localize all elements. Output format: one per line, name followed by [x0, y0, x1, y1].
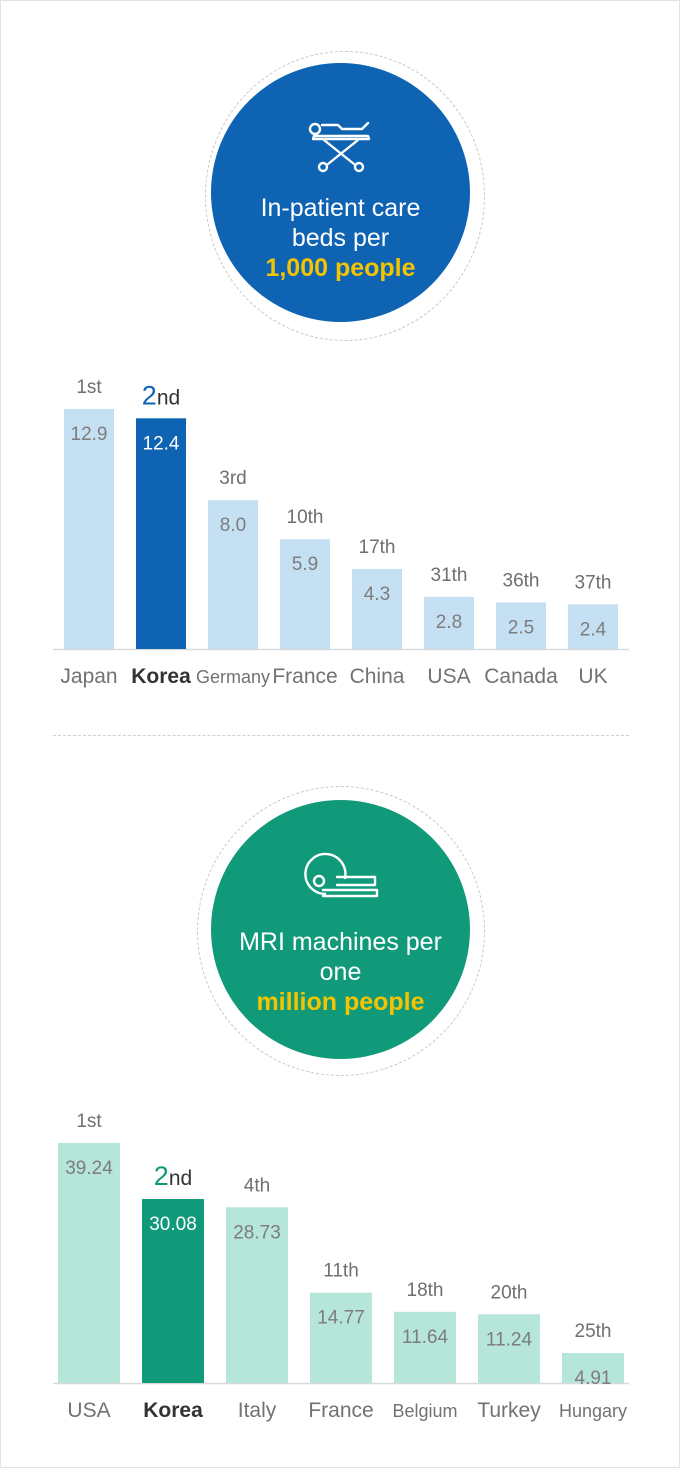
- beds-category-label: USA: [427, 665, 470, 688]
- mri-value-label: 28.73: [233, 1222, 281, 1243]
- mri-value-label: 11.64: [402, 1327, 449, 1348]
- mri-rank-label: 1st: [76, 1111, 102, 1132]
- beds-rank-label: 3rd: [219, 468, 246, 489]
- beds-bar-chart: 12.9 1st Japan 12.4 2nd Korea 8.0 3rd Germany 5.9…: [53, 377, 629, 688]
- hospital-bed-icon: [211, 115, 470, 180]
- beds-bar-france: [280, 539, 330, 649]
- beds-value-label: 2.8: [436, 612, 462, 633]
- mri-title-line1: MRI machines per: [239, 928, 442, 956]
- beds-category-label: Japan: [60, 665, 117, 688]
- beds-bar-uk: [568, 604, 618, 649]
- mri-category-label: France: [308, 1399, 373, 1422]
- beds-rank-label: 31th: [431, 565, 468, 586]
- beds-title-circle: In-patient care beds per 1,000 people: [211, 63, 470, 322]
- mri-title-circle: MRI machines per one million people: [211, 800, 470, 1059]
- mri-category-label: Hungary: [559, 1401, 627, 1421]
- beds-bar-korea: [136, 418, 186, 649]
- beds-value-label: 12.9: [71, 424, 108, 445]
- beds-rank-label: 17th: [359, 537, 396, 558]
- mri-bar-hungary: [562, 1352, 624, 1383]
- beds-bar-germany: [208, 500, 258, 649]
- mri-value-label: 39.24: [65, 1158, 113, 1179]
- beds-bar-canada: [496, 602, 546, 649]
- mri-category-label: USA: [67, 1399, 110, 1422]
- beds-category-label: UK: [578, 665, 607, 688]
- beds-bar-usa: [424, 596, 474, 649]
- mri-bar-italy: [226, 1207, 288, 1383]
- mri-rank-label: 4th: [244, 1175, 270, 1196]
- mri-rank-label: 25th: [575, 1321, 612, 1342]
- mri-rank-label: 20th: [491, 1282, 528, 1303]
- mri-bar-france: [310, 1292, 372, 1383]
- mri-category-label: Turkey: [477, 1399, 541, 1422]
- beds-rank-label: 36th: [503, 570, 540, 591]
- beds-title-line2: beds per: [291, 224, 390, 252]
- mri-title-highlight: million people: [256, 988, 425, 1016]
- mri-bar-turkey: [478, 1314, 540, 1383]
- beds-rank-label: 10th: [287, 507, 324, 528]
- mri-machine-icon: [211, 852, 470, 907]
- beds-rank-label: 37th: [575, 572, 612, 593]
- beds-value-label: 2.5: [508, 617, 534, 638]
- mri-value-label: 4.91: [575, 1368, 612, 1389]
- beds-category-label: France: [272, 665, 337, 688]
- mri-dashed-ring: [197, 786, 485, 1076]
- mri-category-label: Italy: [238, 1399, 277, 1422]
- mri-rank-label: 18th: [407, 1280, 444, 1301]
- beds-category-label: Korea: [131, 665, 191, 688]
- beds-category-label: Germany: [196, 667, 270, 687]
- beds-title-highlight: 1,000 people: [265, 254, 416, 282]
- mri-rank-label: 2nd: [154, 1161, 192, 1191]
- mri-title-line2: one: [319, 958, 362, 986]
- beds-bar-japan: [64, 409, 114, 649]
- beds-title-line1: In-patient care: [260, 194, 421, 222]
- beds-value-label: 8.0: [220, 515, 246, 536]
- beds-rank-label: 1st: [76, 377, 102, 398]
- beds-category-label: China: [350, 665, 405, 688]
- mri-rank-label: 11th: [323, 1261, 359, 1282]
- section-divider: [53, 735, 629, 736]
- mri-bar-usa: [58, 1143, 120, 1383]
- beds-dashed-ring: [205, 51, 485, 341]
- mri-category-label: Korea: [143, 1399, 203, 1422]
- mri-value-label: 14.77: [317, 1308, 365, 1329]
- beds-category-label: Canada: [484, 665, 558, 688]
- beds-rank-label: 2nd: [142, 380, 180, 410]
- mri-value-label: 30.08: [149, 1214, 197, 1235]
- mri-category-label: Belgium: [392, 1401, 457, 1421]
- beds-value-label: 5.9: [292, 554, 318, 575]
- beds-value-label: 12.4: [143, 433, 180, 454]
- mri-bar-belgium: [394, 1311, 456, 1383]
- beds-value-label: 2.4: [580, 619, 607, 640]
- mri-bar-korea: [142, 1199, 204, 1383]
- beds-bar-china: [352, 569, 402, 649]
- beds-value-label: 4.3: [364, 584, 390, 605]
- mri-value-label: 11.24: [486, 1329, 533, 1350]
